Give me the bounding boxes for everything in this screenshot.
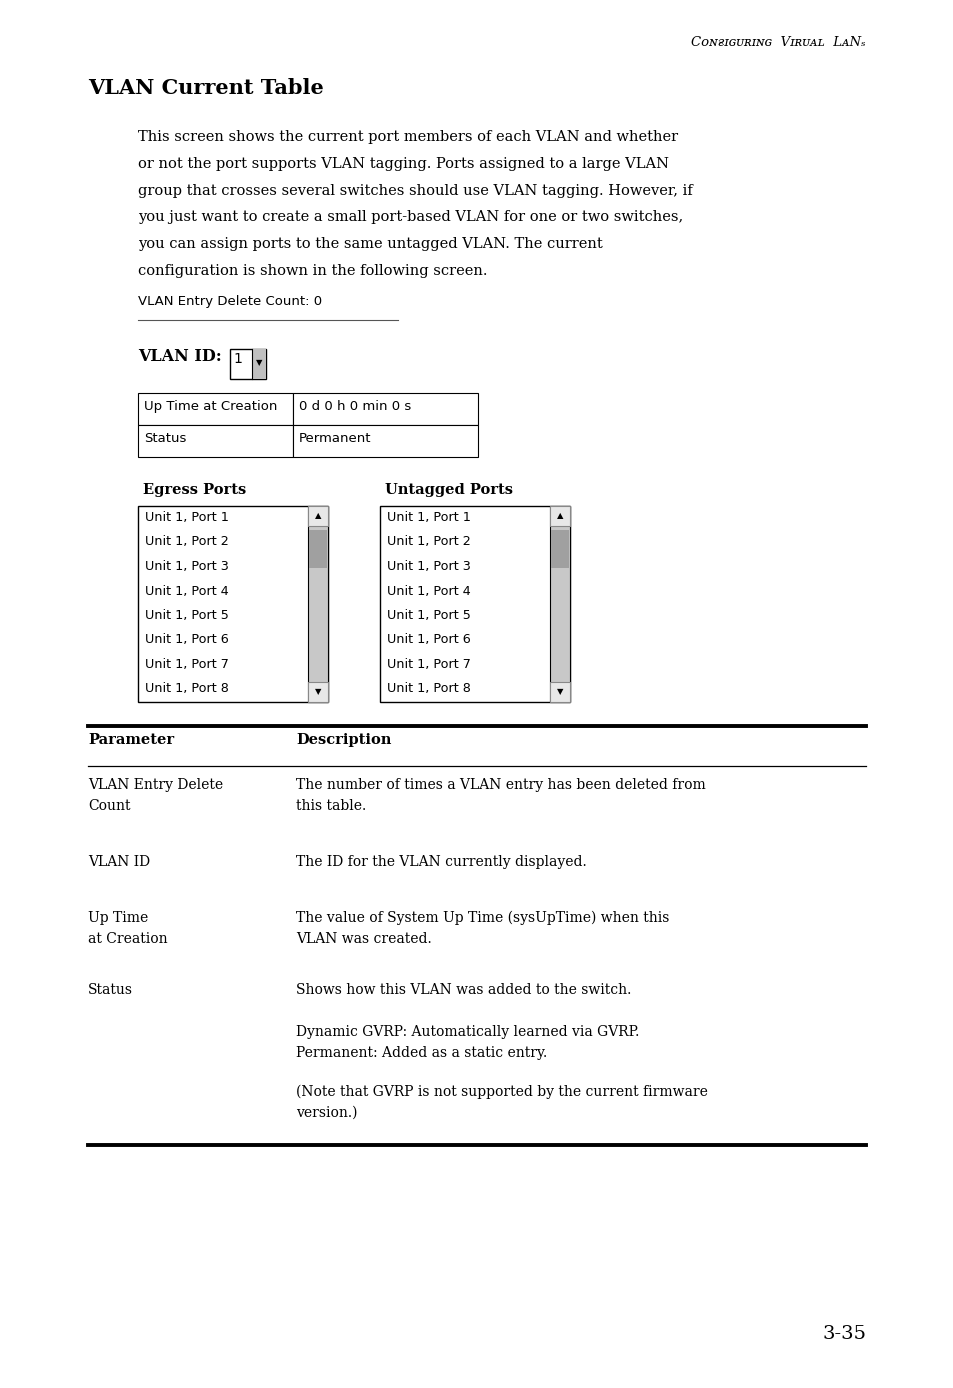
Text: Status: Status xyxy=(88,983,132,997)
Text: 0 d 0 h 0 min 0 s: 0 d 0 h 0 min 0 s xyxy=(298,400,411,414)
Text: ▲: ▲ xyxy=(557,512,562,520)
Text: group that crosses several switches should use VLAN tagging. However, if: group that crosses several switches shou… xyxy=(138,183,692,197)
Text: Up Time
at Creation: Up Time at Creation xyxy=(88,911,168,945)
Text: Up Time at Creation: Up Time at Creation xyxy=(144,400,277,414)
Bar xyxy=(293,425,477,457)
Text: or not the port supports VLAN tagging. Ports assigned to a large VLAN: or not the port supports VLAN tagging. P… xyxy=(138,157,668,171)
Text: ▼: ▼ xyxy=(557,687,562,697)
Text: VLAN Current Table: VLAN Current Table xyxy=(88,78,323,99)
Text: Untagged Ports: Untagged Ports xyxy=(385,483,513,497)
Text: Unit 1, Port 5: Unit 1, Port 5 xyxy=(387,609,471,622)
Text: ▼: ▼ xyxy=(255,358,262,366)
Bar xyxy=(550,507,569,702)
Bar xyxy=(379,507,569,702)
Text: you just want to create a small port-based VLAN for one or two switches,: you just want to create a small port-bas… xyxy=(138,211,682,225)
Bar xyxy=(550,507,569,702)
Bar xyxy=(230,348,266,379)
Text: Unit 1, Port 1: Unit 1, Port 1 xyxy=(145,511,229,525)
Bar xyxy=(308,507,328,702)
Text: Parameter: Parameter xyxy=(88,733,174,747)
Bar xyxy=(138,425,293,457)
Text: Cᴏɴғɪɢᴜʀɪɴɢ  Vɪʀᴜᴀʟ  LᴀNₛ: Cᴏɴғɪɢᴜʀɪɴɢ Vɪʀᴜᴀʟ LᴀNₛ xyxy=(691,36,865,49)
Text: Unit 1, Port 2: Unit 1, Port 2 xyxy=(387,536,470,548)
Text: Unit 1, Port 7: Unit 1, Port 7 xyxy=(387,658,471,670)
Text: Unit 1, Port 8: Unit 1, Port 8 xyxy=(145,683,229,695)
Bar xyxy=(293,393,477,425)
Text: Unit 1, Port 5: Unit 1, Port 5 xyxy=(145,609,229,622)
Text: VLAN Entry Delete
Count: VLAN Entry Delete Count xyxy=(88,779,223,812)
Text: Status: Status xyxy=(144,432,186,446)
Text: The ID for the VLAN currently displayed.: The ID for the VLAN currently displayed. xyxy=(295,855,586,869)
Text: The value of System Up Time (sysUpTime) when this
VLAN was created.: The value of System Up Time (sysUpTime) … xyxy=(295,911,669,947)
Bar xyxy=(308,507,328,526)
Text: Unit 1, Port 2: Unit 1, Port 2 xyxy=(145,536,229,548)
Text: ▲: ▲ xyxy=(314,512,321,520)
Text: Shows how this VLAN was added to the switch.: Shows how this VLAN was added to the swi… xyxy=(295,983,631,997)
Bar xyxy=(308,682,328,702)
Text: Unit 1, Port 4: Unit 1, Port 4 xyxy=(145,584,229,597)
Text: Unit 1, Port 4: Unit 1, Port 4 xyxy=(387,584,470,597)
Text: Unit 1, Port 7: Unit 1, Port 7 xyxy=(145,658,229,670)
Text: This screen shows the current port members of each VLAN and whether: This screen shows the current port membe… xyxy=(138,130,678,144)
Bar xyxy=(138,507,328,702)
Text: configuration is shown in the following screen.: configuration is shown in the following … xyxy=(138,264,487,278)
Bar xyxy=(550,507,569,526)
Bar xyxy=(308,507,328,702)
Text: 1: 1 xyxy=(233,353,242,366)
Text: Unit 1, Port 6: Unit 1, Port 6 xyxy=(387,633,470,647)
Text: Unit 1, Port 6: Unit 1, Port 6 xyxy=(145,633,229,647)
Text: Egress Ports: Egress Ports xyxy=(143,483,246,497)
Text: you can assign ports to the same untagged VLAN. The current: you can assign ports to the same untagge… xyxy=(138,237,602,251)
Text: Unit 1, Port 3: Unit 1, Port 3 xyxy=(145,559,229,573)
Text: The number of times a VLAN entry has been deleted from
this table.: The number of times a VLAN entry has bee… xyxy=(295,779,705,812)
Text: (Note that GVRP is not supported by the current firmware
version.): (Note that GVRP is not supported by the … xyxy=(295,1085,707,1120)
Text: Dynamic GVRP: Automatically learned via GVRP.
Permanent: Added as a static entry: Dynamic GVRP: Automatically learned via … xyxy=(295,1024,639,1059)
Bar xyxy=(138,393,293,425)
Bar xyxy=(550,682,569,702)
Bar xyxy=(252,348,266,379)
Text: Permanent: Permanent xyxy=(298,432,371,446)
Text: Unit 1, Port 8: Unit 1, Port 8 xyxy=(387,683,471,695)
Text: 3-35: 3-35 xyxy=(821,1326,865,1344)
Text: VLAN ID:: VLAN ID: xyxy=(138,348,221,365)
Text: VLAN ID: VLAN ID xyxy=(88,855,150,869)
Text: Unit 1, Port 1: Unit 1, Port 1 xyxy=(387,511,471,525)
Bar xyxy=(551,530,568,568)
Text: VLAN Entry Delete Count: 0: VLAN Entry Delete Count: 0 xyxy=(138,296,322,308)
Bar xyxy=(309,530,327,568)
Text: Unit 1, Port 3: Unit 1, Port 3 xyxy=(387,559,471,573)
Text: Description: Description xyxy=(295,733,391,747)
Text: ▼: ▼ xyxy=(314,687,321,697)
